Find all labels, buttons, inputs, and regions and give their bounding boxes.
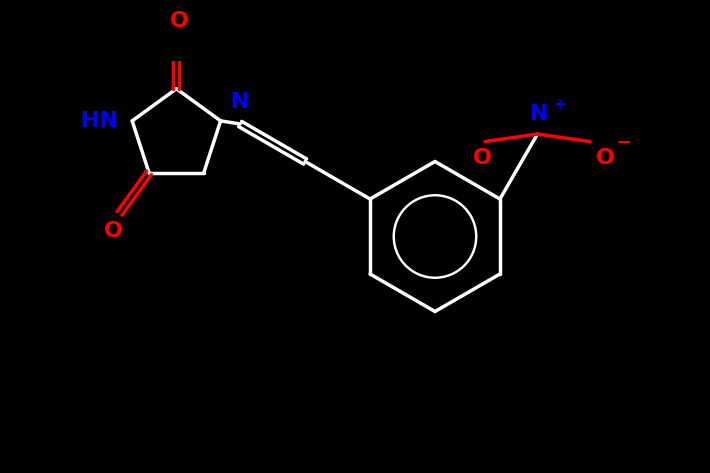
Text: O: O	[472, 148, 491, 167]
Text: +: +	[553, 97, 566, 112]
Text: O: O	[170, 11, 189, 31]
Text: O: O	[596, 148, 615, 167]
Text: N: N	[530, 104, 549, 124]
Text: −: −	[616, 133, 631, 151]
Text: N: N	[231, 92, 249, 112]
Text: HN: HN	[81, 111, 118, 131]
Text: O: O	[104, 221, 123, 241]
